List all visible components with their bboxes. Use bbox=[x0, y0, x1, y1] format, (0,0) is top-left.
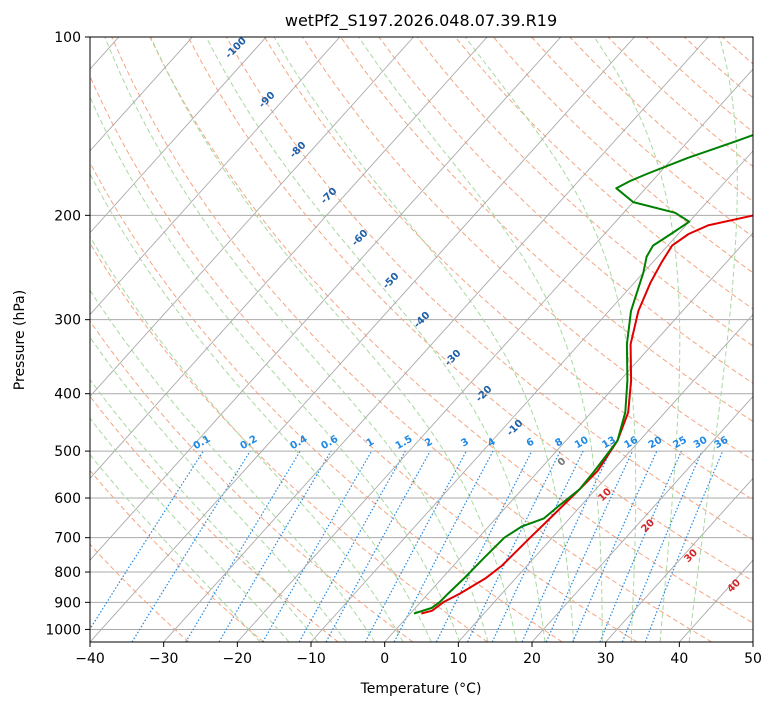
dry-adiabat-line bbox=[149, 37, 753, 624]
mixing-ratio-label: 8 bbox=[553, 436, 565, 449]
y-tick-label: 200 bbox=[54, 208, 81, 224]
y-axis-title: Pressure (hPa) bbox=[12, 290, 28, 390]
x-axis-title: Temperature (°C) bbox=[360, 681, 482, 697]
moist-adiabat-line bbox=[90, 378, 319, 642]
moist-adiabat-line bbox=[90, 417, 290, 642]
moist-adiabat-line bbox=[90, 235, 404, 642]
isotherm-line bbox=[90, 37, 562, 561]
moist-adiabat-line bbox=[464, 37, 637, 642]
mixing-ratio-line bbox=[131, 450, 251, 642]
isotherm-line bbox=[90, 37, 635, 642]
x-tick-label: −10 bbox=[296, 651, 326, 667]
mixing-ratio-line bbox=[298, 450, 406, 642]
mixing-ratio-line bbox=[599, 450, 682, 642]
isotherm-line bbox=[90, 37, 267, 234]
mixing-ratio-line bbox=[325, 450, 431, 642]
isotherm-line bbox=[457, 313, 753, 642]
y-tick-label: 600 bbox=[54, 491, 81, 507]
x-tick-label: 20 bbox=[523, 651, 541, 667]
y-tick-label: 800 bbox=[54, 565, 81, 581]
moist-adiabat-line bbox=[150, 37, 517, 642]
isotherm-line bbox=[384, 232, 753, 642]
mixing-ratio-line bbox=[466, 450, 561, 642]
moist-adiabat-line bbox=[90, 453, 261, 642]
mixing-ratio-line bbox=[521, 450, 611, 642]
axes: −40 −30 −20 −10 0 10 20 30 40 50 100 200 300 400 500 60… bbox=[45, 30, 762, 667]
dry-adiabat-line bbox=[340, 37, 753, 423]
moist-adiabat-line bbox=[90, 289, 376, 642]
isotherm-line bbox=[90, 37, 341, 316]
x-tick-label: −30 bbox=[149, 651, 179, 667]
isotherm-line bbox=[310, 150, 753, 642]
temperature-line bbox=[421, 214, 753, 615]
mixing-ratio-line bbox=[491, 450, 584, 642]
x-tick-label: 30 bbox=[597, 651, 615, 667]
plot-area bbox=[90, 37, 753, 642]
mixing-ratio-line bbox=[644, 450, 724, 642]
isotherm-line bbox=[163, 37, 709, 642]
chart-title: wetPf2_S197.2026.048.07.39.R19 bbox=[285, 11, 557, 31]
moist-adiabat-line bbox=[90, 95, 461, 642]
dry-adiabat-line bbox=[264, 37, 753, 501]
plot-frame bbox=[89, 36, 754, 643]
mixing-ratio-line bbox=[545, 450, 634, 642]
y-tick-label: 300 bbox=[54, 313, 81, 329]
isotherm-line bbox=[90, 37, 414, 398]
y-tick-label: 500 bbox=[54, 444, 81, 460]
moist-adiabat-line bbox=[688, 37, 738, 642]
isotherms bbox=[90, 37, 753, 642]
mixing-ratio-label: 6 bbox=[525, 436, 537, 449]
x-tick-label: −20 bbox=[223, 651, 253, 667]
dry-adiabat-line bbox=[454, 37, 753, 310]
dry-adiabat-line bbox=[90, 469, 264, 642]
mixing-ratio-line bbox=[364, 450, 467, 642]
y-tick-label: 900 bbox=[54, 595, 81, 611]
isotherm-line bbox=[90, 37, 193, 152]
moist-adiabat-line bbox=[104, 37, 489, 642]
dewpoint-line bbox=[413, 134, 753, 615]
moist-adiabat-line bbox=[593, 37, 681, 642]
moist-adiabat-line bbox=[358, 37, 603, 642]
y-tick-label: 700 bbox=[54, 531, 81, 547]
isotherm-line bbox=[531, 395, 753, 642]
dry-adiabat-line bbox=[90, 395, 339, 642]
pressure-gridlines bbox=[90, 37, 753, 630]
y-tick-label: 1000 bbox=[45, 622, 81, 638]
mixing-ratio-label: 3 bbox=[459, 436, 471, 449]
dry-adiabat-line bbox=[111, 37, 712, 642]
dry-adiabat-line bbox=[90, 242, 488, 642]
dry-adiabat-line bbox=[187, 37, 753, 582]
isotherm-line bbox=[605, 477, 753, 642]
moist-adiabats bbox=[90, 37, 738, 642]
moist-adiabat-line bbox=[273, 37, 575, 642]
mixing-ratio-label: 1 bbox=[365, 436, 377, 449]
moist-adiabat-line bbox=[205, 37, 546, 642]
mixing-ratio-line bbox=[218, 450, 332, 642]
mixing-ratio-label: 2 bbox=[423, 436, 435, 449]
mixing-ratio-line bbox=[90, 450, 204, 631]
dry-adiabat-line bbox=[90, 161, 563, 642]
x-tick-label: −40 bbox=[75, 651, 105, 667]
mixing-ratio-label: 4 bbox=[486, 436, 498, 449]
dry-adiabat-line bbox=[416, 37, 753, 347]
x-tick-label: 50 bbox=[744, 651, 762, 667]
y-tick-label: 100 bbox=[54, 30, 81, 46]
x-tick-label: 0 bbox=[380, 651, 389, 667]
x-tick-label: 40 bbox=[670, 651, 688, 667]
profile-series bbox=[413, 134, 753, 615]
y-tick-label: 400 bbox=[54, 387, 81, 403]
x-tick-label: 10 bbox=[449, 651, 467, 667]
isotherm-line bbox=[236, 68, 753, 642]
moist-adiabat-line bbox=[90, 172, 432, 642]
isotherm-line bbox=[90, 37, 488, 479]
